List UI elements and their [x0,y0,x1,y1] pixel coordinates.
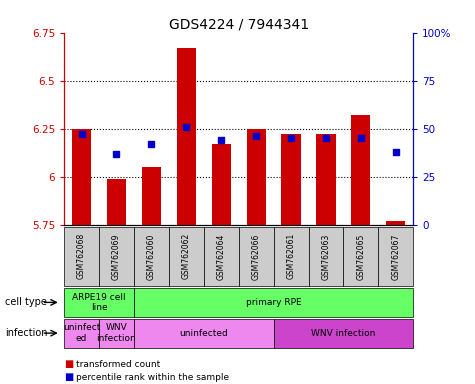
Text: uninfected: uninfected [180,329,228,338]
Bar [379,227,413,286]
Bar [212,144,231,225]
Bar [99,319,134,348]
Text: ■: ■ [64,372,73,382]
Text: WNV infection: WNV infection [311,329,376,338]
Bar [99,227,134,286]
Bar [247,129,266,225]
Bar [134,319,274,348]
Bar [64,227,99,286]
Text: GSM762060: GSM762060 [147,233,156,280]
Bar [274,319,413,348]
Bar [142,167,161,225]
Text: percentile rank within the sample: percentile rank within the sample [76,372,229,382]
Text: transformed count: transformed count [76,359,160,369]
Text: GSM762065: GSM762065 [356,233,365,280]
Bar [107,179,126,225]
Text: GSM762068: GSM762068 [77,233,86,280]
Text: GSM762069: GSM762069 [112,233,121,280]
Bar [64,319,99,348]
Bar [72,129,91,225]
Bar [177,48,196,225]
Bar [238,227,274,286]
Text: primary RPE: primary RPE [246,298,302,307]
Text: GSM762061: GSM762061 [286,233,295,280]
Text: ARPE19 cell
line: ARPE19 cell line [72,293,126,312]
Bar [204,227,238,286]
Text: GSM762063: GSM762063 [322,233,331,280]
Title: GDS4224 / 7944341: GDS4224 / 7944341 [169,18,309,31]
Bar [343,227,379,286]
Text: cell type: cell type [5,297,47,308]
Bar [352,115,370,225]
Text: ■: ■ [64,359,73,369]
Text: GSM762062: GSM762062 [182,233,191,280]
Bar [316,134,335,225]
Text: uninfect
ed: uninfect ed [63,323,100,343]
Text: GSM762066: GSM762066 [252,233,261,280]
Bar [64,288,134,317]
Text: WNV
infection: WNV infection [96,323,136,343]
Bar [169,227,204,286]
Text: infection: infection [5,328,47,338]
Bar [134,288,413,317]
Text: GSM762064: GSM762064 [217,233,226,280]
Bar [134,227,169,286]
Bar [309,227,343,286]
Bar [282,134,301,225]
Bar [386,221,405,225]
Text: GSM762067: GSM762067 [391,233,400,280]
Bar [274,227,309,286]
